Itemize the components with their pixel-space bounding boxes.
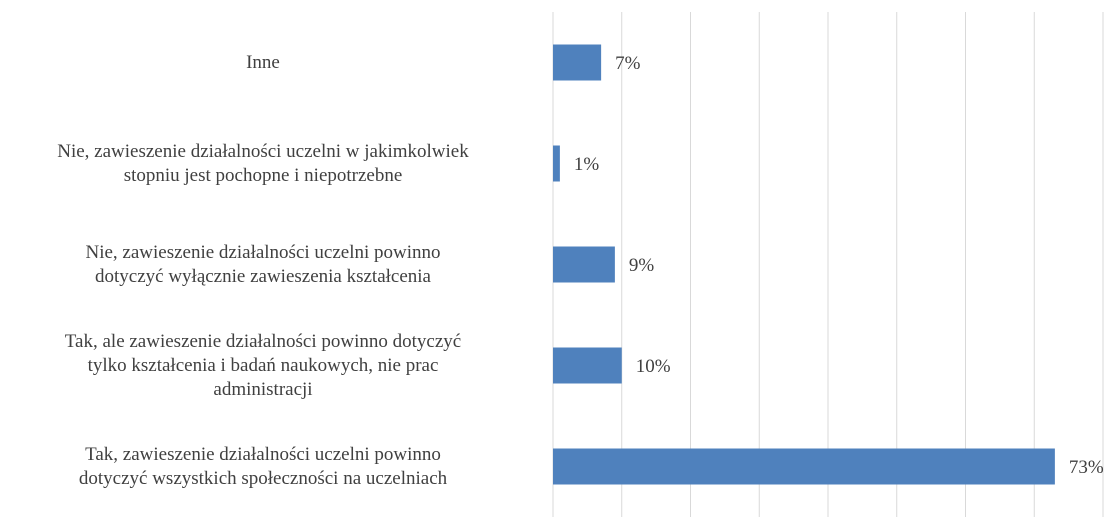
data-label: 73% [1069,457,1104,478]
data-label: 7% [615,53,641,74]
bar [553,44,602,81]
bar [553,145,560,182]
y-tick-label: Nie, zawieszenie działalności uczelni po… [85,241,441,287]
y-tick-label: Inne [246,51,280,73]
bar [553,246,615,283]
data-label: 9% [629,255,655,276]
data-label: 1% [574,154,600,175]
y-tick-label: Tak, zawieszenie działalności uczelni po… [78,443,448,489]
y-tick-label: Tak, ale zawieszenie działalności powinn… [64,330,462,400]
bar [553,347,622,384]
y-tick-label: Nie, zawieszenie działalności uczelni w … [57,140,469,186]
data-label: 10% [636,356,671,377]
bar [553,448,1055,485]
